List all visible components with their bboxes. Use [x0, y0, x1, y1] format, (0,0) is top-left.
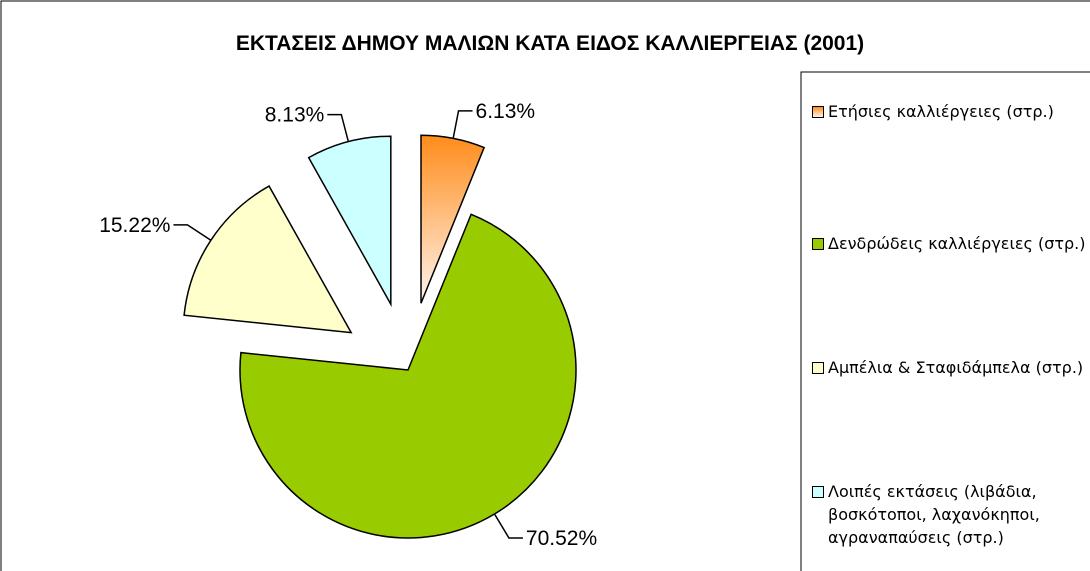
- leader-line: [452, 110, 473, 139]
- pie-slice: [239, 213, 577, 539]
- legend-label: Λοιπές εκτάσεις (λιβάδια, βοσκότοποι, λα…: [828, 482, 1040, 547]
- leader-line: [493, 513, 523, 539]
- pie: 6.13% 70.52% 15.22% 8.13%: [99, 100, 597, 550]
- legend-item: Λοιπές εκτάσεις (λιβάδια, βοσκότοποι, λα…: [812, 480, 1088, 549]
- legend-item: Ετήσιες καλλιέργειες (στρ.): [812, 100, 1088, 123]
- data-label: 15.22%: [99, 214, 170, 237]
- legend-swatch: [812, 362, 824, 374]
- leader-line: [173, 224, 212, 241]
- legend-item: Δενδρώδεις καλλιέργειες (στρ.): [812, 232, 1088, 255]
- pie-slice: [420, 134, 486, 304]
- data-label: 6.13%: [476, 100, 536, 123]
- legend-swatch: [812, 486, 824, 498]
- legend-swatch: [812, 106, 824, 118]
- leader-line: [327, 113, 350, 142]
- legend-box: [800, 71, 1090, 571]
- legend-swatch: [812, 238, 824, 250]
- data-label: 70.52%: [526, 527, 597, 550]
- legend-item: Αμπέλια & Σταφιδάμπελα (στρ.): [812, 356, 1088, 379]
- legend-label: Αμπέλια & Σταφιδάμπελα (στρ.): [828, 358, 1084, 377]
- pie-slice: [183, 185, 353, 334]
- legend-label: Ετήσιες καλλιέργειες (στρ.): [828, 102, 1054, 121]
- legend-label: Δενδρώδεις καλλιέργειες (στρ.): [828, 234, 1086, 253]
- data-label: 8.13%: [265, 104, 325, 127]
- chart-title: ΕΚΤΑΣΕΙΣ ΔΗΜΟΥ ΜΑΛΙΩΝ ΚΑΤΑ ΕΙΔΟΣ ΚΑΛΛΙΕΡ…: [236, 32, 864, 55]
